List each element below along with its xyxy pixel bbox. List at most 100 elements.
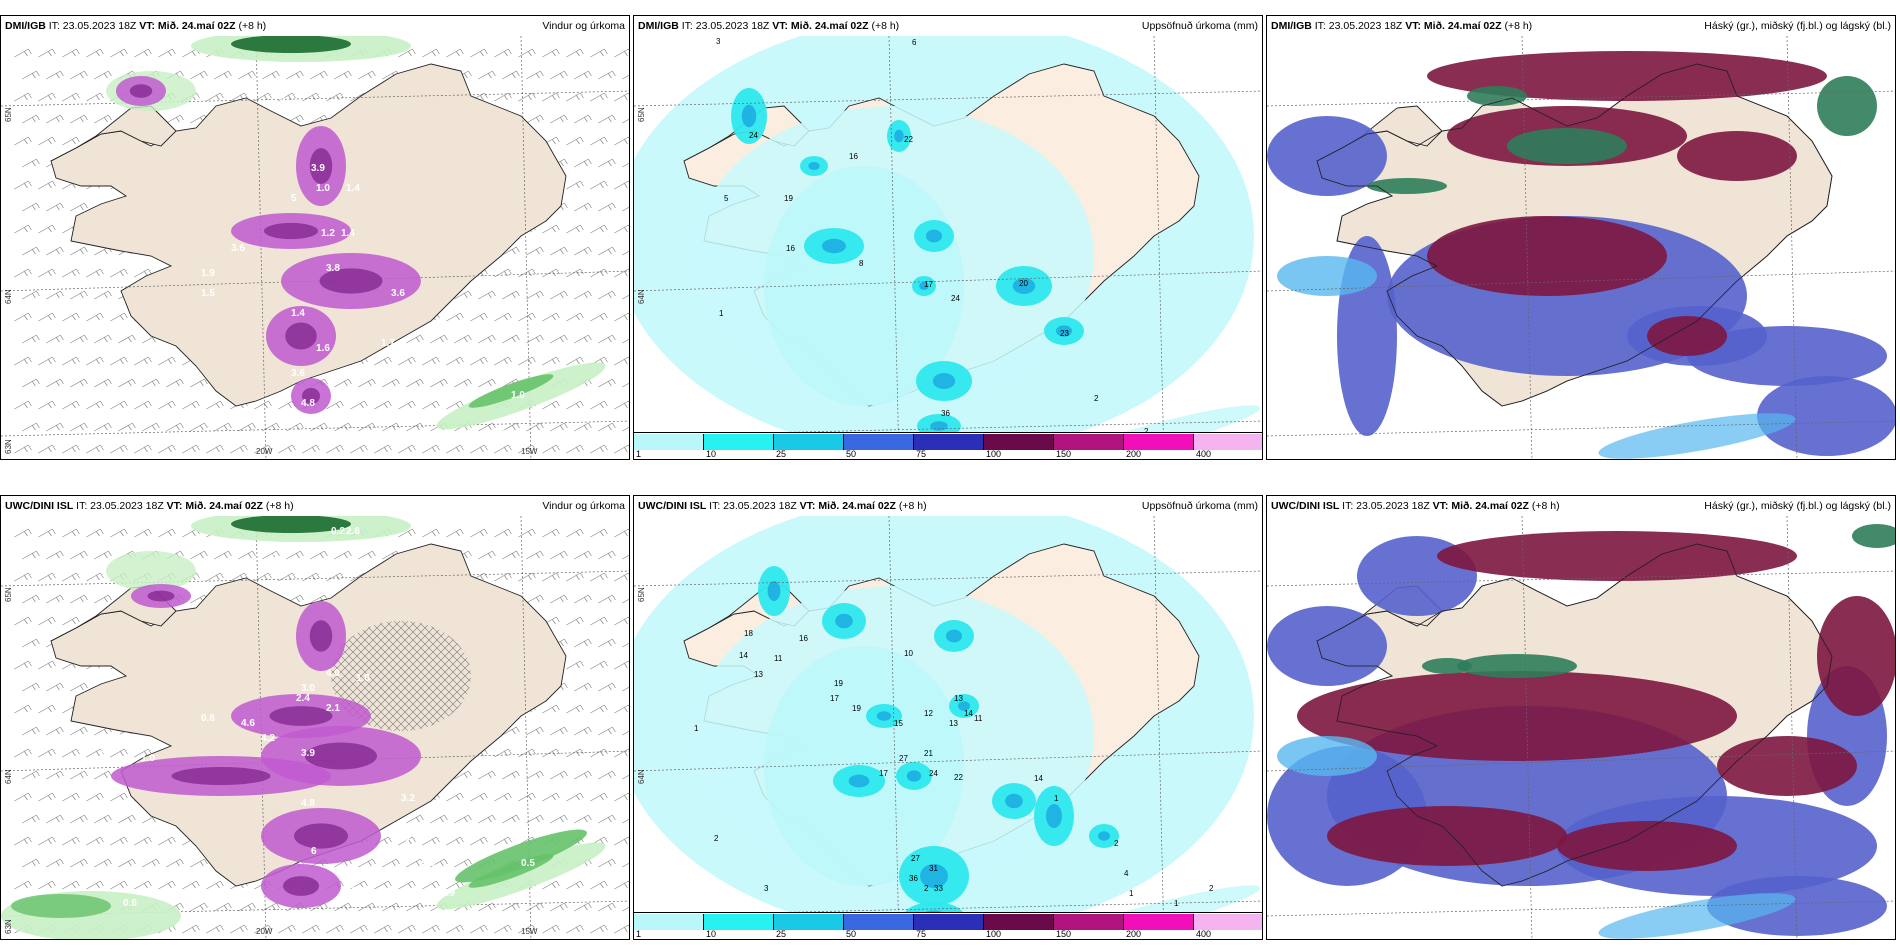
value-label: 1.7 [381, 338, 395, 349]
colorbar-tick-label: 200 [1126, 929, 1142, 939]
precip-core [894, 129, 904, 143]
precip-cell-core [294, 823, 348, 849]
map-cloud-cover [1267, 516, 1895, 939]
colorbar-tick-label: 1 [636, 449, 642, 459]
value-label: 1 [719, 309, 724, 318]
value-label: 4 [1124, 869, 1129, 878]
valid-time: VT: Mið. 24.maí 02Z [166, 500, 263, 512]
colorbar: 1 10 25 50 75 100 150 200 400 [634, 912, 1262, 939]
value-label: 17 [830, 694, 839, 703]
colorbar-swatch [984, 434, 1054, 450]
precip-band-heavy [231, 516, 351, 533]
precip-core [919, 282, 929, 290]
value-label: 14 [964, 709, 973, 718]
value-label: 4.8 [301, 398, 315, 409]
coordinate-label: 64N [637, 769, 646, 784]
value-label: 21 [924, 749, 933, 758]
value-label: 23 [1060, 329, 1069, 338]
precip-cell-core [129, 84, 153, 98]
precip-cell-core [285, 322, 317, 350]
value-label: 36 [909, 874, 918, 883]
precip-band-light [436, 362, 606, 430]
colorbar-swatch [1124, 434, 1194, 450]
precip-core [906, 770, 922, 782]
colorbar-swatch [704, 434, 774, 450]
coordinate-label: 64N [637, 289, 646, 304]
lead-time: (+8 h) [1528, 500, 1560, 512]
coordinate-label: 65N [637, 587, 646, 602]
colorbar-tick-label: 75 [916, 929, 927, 939]
value-label: 3.9 [301, 748, 315, 759]
value-label: 17 [924, 280, 933, 289]
high-cloud-area [1367, 178, 1447, 194]
value-label: 1.0 [316, 183, 330, 194]
precip-band-moderate [468, 374, 554, 408]
low-cloud-area [1267, 606, 1387, 686]
value-label: 19 [784, 194, 793, 203]
value-label: 24 [929, 769, 938, 778]
value-label: 4.6 [241, 718, 255, 729]
precip-band-light [436, 842, 606, 910]
colorbar-tick-label: 400 [1196, 929, 1212, 939]
value-label: 24 [951, 294, 960, 303]
coordinate-label: 65N [4, 587, 13, 602]
colorbar-swatch [774, 914, 844, 930]
value-label: 1.8 [356, 673, 370, 684]
mid-cloud-area [1677, 131, 1797, 181]
colorbar-tick-label: 25 [776, 929, 787, 939]
value-label: 13 [949, 719, 958, 728]
model-name: UWC/DINI ISL [638, 500, 707, 512]
value-label: 0.6 [201, 713, 215, 724]
precip-band-heavy [231, 36, 351, 53]
graticule [1267, 36, 1895, 459]
precip-core [1005, 793, 1023, 809]
field-title: Uppsöfnuð úrkoma (mm) [1141, 20, 1258, 32]
colorbar-swatch [774, 434, 844, 450]
coordinate-label: 65N [4, 107, 13, 122]
value-label: 2 [1144, 427, 1149, 436]
panel-header: DMI/IGB IT: 23.05.2023 18Z VT: Mið. 24.m… [1267, 16, 1895, 36]
low-cloud-edge [1277, 736, 1377, 776]
high-cloud-area [1852, 524, 1895, 548]
value-label: 4.2 [261, 733, 275, 744]
init-time: IT: 23.05.2023 18Z [73, 500, 167, 512]
mid-cloud-area [1437, 531, 1797, 581]
precip-core [767, 581, 781, 601]
mid-cloud-area [1427, 51, 1827, 101]
colorbar-swatch [844, 434, 914, 450]
low-cloud-edge [1598, 893, 1796, 939]
mid-cloud-area [1717, 736, 1857, 796]
field-title: Vindur og úrkoma [542, 500, 625, 512]
value-label: 3 [716, 37, 721, 46]
value-label: 1.0 [511, 390, 525, 401]
precip-cell-core [147, 590, 175, 602]
map-wind-precip: 65N 64N 63N 20W 15W 0.8 3.9 1.4 1.0 5 1.2 1.4 3.6 1.9… [1, 36, 629, 459]
value-label: 14 [1034, 774, 1043, 783]
low-cloud-area [1687, 326, 1887, 386]
low-cloud-edge [1598, 413, 1796, 459]
value-label: 11 [774, 654, 783, 663]
value-label: 5 [291, 193, 297, 204]
panel-dmi-wind: DMI/IGB IT: 23.05.2023 18Z VT: Mið. 24.m… [0, 15, 630, 460]
value-label: 0.8 [101, 745, 115, 756]
model-name: DMI/IGB [5, 20, 46, 32]
map-accumulated-precip: 65N64N362416225191681724201232236 [634, 36, 1262, 459]
value-label: 27 [911, 854, 920, 863]
precip-cell-core [309, 620, 333, 652]
value-label: 13 [954, 694, 963, 703]
valid-time: VT: Mið. 24.maí 02Z [799, 500, 896, 512]
value-label: 10 [904, 649, 913, 658]
value-label: 0.2 [331, 526, 345, 537]
precip-core [932, 373, 956, 389]
value-label: 24 [749, 131, 758, 140]
lead-time: (+8 h) [868, 20, 900, 32]
value-label: 5.8 [421, 858, 435, 869]
colorbar-tick-label: 50 [846, 449, 857, 459]
westfjords-landmass [50, 105, 177, 162]
precip-band-light [106, 551, 196, 591]
colorbar-swatch [1194, 914, 1262, 930]
value-label: 2.6 [346, 526, 360, 537]
init-time: IT: 23.05.2023 18Z [1311, 20, 1406, 32]
colorbar-tick-label: 150 [1056, 929, 1072, 939]
precip-core [946, 629, 962, 643]
